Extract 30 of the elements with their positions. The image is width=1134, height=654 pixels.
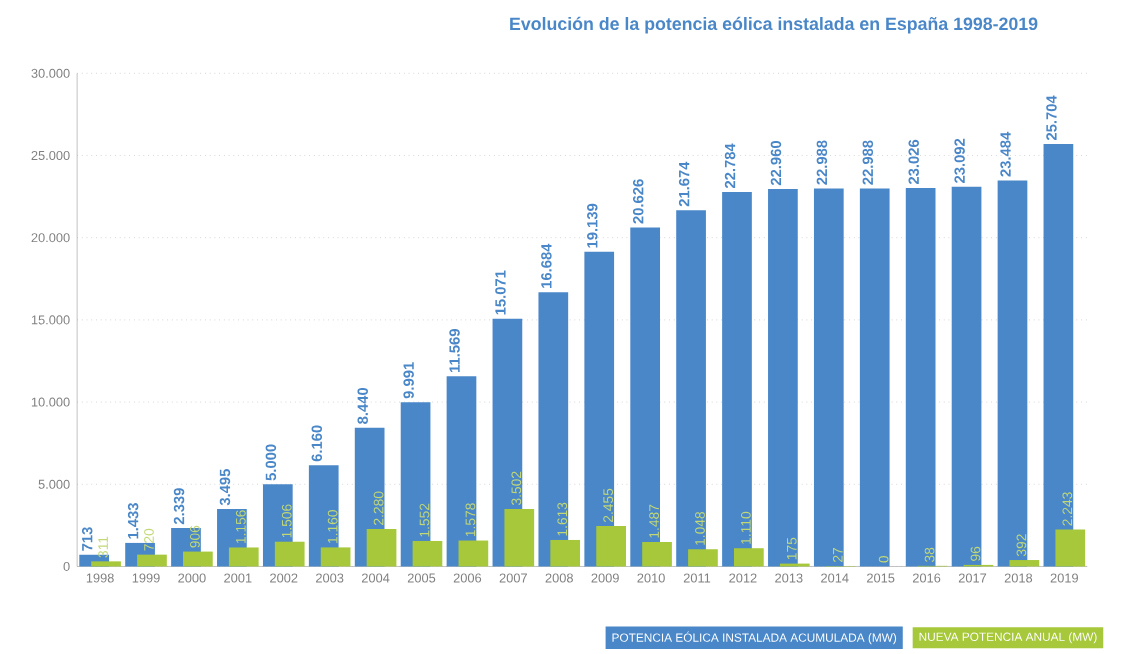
chart-title: Evolución de la potencia eólica instalada en España 1998-2019: [510, 17, 1038, 34]
bar: [1009, 560, 1040, 567]
bar: [228, 547, 259, 567]
bar: [951, 187, 982, 567]
bar: [183, 551, 213, 567]
bar: [550, 540, 581, 567]
bar: [688, 549, 718, 567]
bar: [91, 561, 121, 567]
bar: [734, 548, 764, 567]
bar: [859, 188, 890, 567]
bar: [1055, 529, 1086, 567]
bar: [412, 541, 443, 567]
bar: [504, 509, 535, 567]
bar: [137, 554, 167, 567]
bar: [905, 188, 936, 567]
bar: [1043, 144, 1074, 567]
bar: [320, 547, 351, 567]
bar: [366, 529, 397, 567]
bar: [274, 541, 305, 567]
bar: [538, 292, 569, 567]
bar: [642, 542, 672, 567]
bar: [630, 227, 661, 567]
bar: [676, 210, 706, 567]
bar: [722, 192, 752, 567]
bar: [997, 180, 1028, 567]
bar: [768, 189, 798, 567]
bar: [813, 188, 844, 567]
bar: [596, 526, 626, 567]
bar: [458, 540, 489, 567]
bar: [584, 252, 615, 567]
